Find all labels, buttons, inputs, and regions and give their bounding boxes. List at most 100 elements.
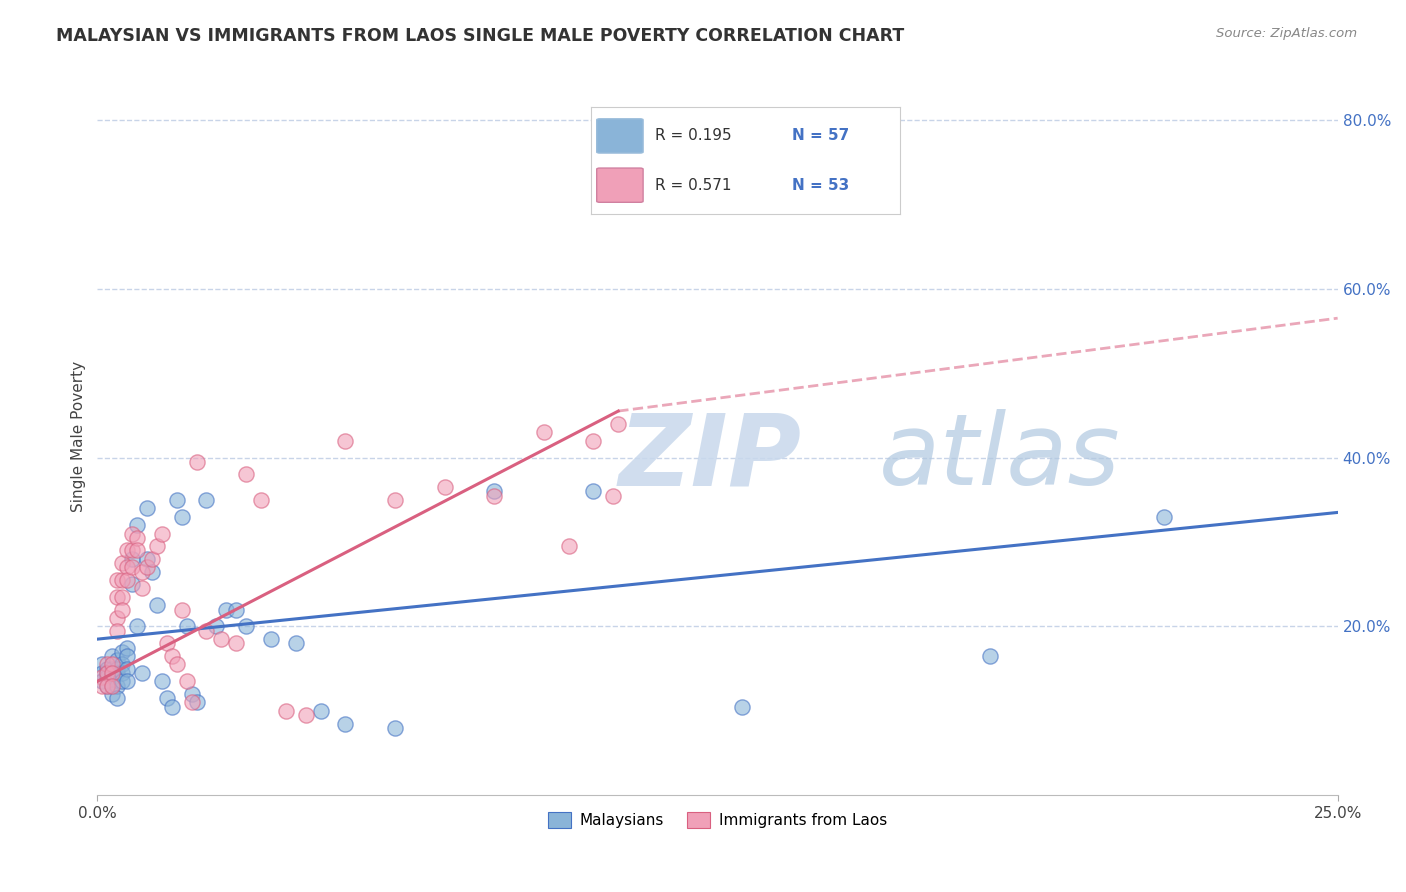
Point bbox=[274, 704, 297, 718]
Point bbox=[101, 665, 124, 680]
Point bbox=[101, 687, 124, 701]
Point bbox=[111, 590, 134, 604]
Point bbox=[101, 679, 124, 693]
Point bbox=[91, 674, 114, 689]
Point bbox=[121, 526, 143, 541]
Point bbox=[105, 611, 128, 625]
Point bbox=[96, 657, 118, 672]
Point bbox=[607, 417, 630, 431]
Point bbox=[111, 573, 134, 587]
Point bbox=[582, 484, 605, 499]
Point bbox=[115, 648, 138, 663]
Point bbox=[433, 480, 456, 494]
Point bbox=[146, 539, 169, 553]
Text: ZIP: ZIP bbox=[619, 409, 801, 507]
Point bbox=[96, 679, 118, 693]
Point bbox=[105, 624, 128, 638]
Point bbox=[176, 619, 198, 633]
Point bbox=[111, 645, 134, 659]
Point bbox=[101, 648, 124, 663]
Point bbox=[582, 434, 605, 448]
Point bbox=[136, 501, 159, 516]
Point bbox=[125, 518, 148, 533]
Point bbox=[156, 691, 179, 706]
Point bbox=[115, 560, 138, 574]
Point bbox=[91, 657, 114, 672]
Point bbox=[384, 492, 406, 507]
Point bbox=[205, 619, 228, 633]
Y-axis label: Single Male Poverty: Single Male Poverty bbox=[72, 361, 86, 512]
Text: R = 0.195: R = 0.195 bbox=[655, 128, 733, 144]
Text: atlas: atlas bbox=[879, 409, 1121, 507]
Point bbox=[284, 636, 307, 650]
Point bbox=[602, 489, 624, 503]
Point bbox=[105, 662, 128, 676]
Point bbox=[186, 455, 208, 469]
Point bbox=[335, 434, 357, 448]
Point bbox=[215, 602, 238, 616]
Point bbox=[1153, 509, 1175, 524]
Point bbox=[335, 716, 357, 731]
Point bbox=[111, 674, 134, 689]
Point bbox=[131, 565, 153, 579]
Point bbox=[979, 648, 1001, 663]
Point bbox=[294, 708, 316, 723]
Point bbox=[121, 543, 143, 558]
Point bbox=[136, 560, 159, 574]
Point bbox=[105, 665, 128, 680]
Point bbox=[121, 577, 143, 591]
Point bbox=[131, 665, 153, 680]
Point bbox=[170, 509, 193, 524]
Point bbox=[141, 552, 163, 566]
Point bbox=[141, 565, 163, 579]
Point bbox=[111, 602, 134, 616]
Point bbox=[101, 657, 124, 672]
Point bbox=[105, 691, 128, 706]
Point bbox=[96, 665, 118, 680]
Point bbox=[309, 704, 332, 718]
Point bbox=[115, 662, 138, 676]
Point bbox=[115, 573, 138, 587]
FancyBboxPatch shape bbox=[596, 119, 643, 153]
Point bbox=[96, 665, 118, 680]
Point bbox=[101, 662, 124, 676]
Point bbox=[125, 531, 148, 545]
Point bbox=[146, 599, 169, 613]
Point bbox=[180, 687, 202, 701]
Point bbox=[115, 543, 138, 558]
Point bbox=[105, 653, 128, 667]
Point bbox=[111, 556, 134, 570]
Point bbox=[160, 699, 183, 714]
Point bbox=[136, 552, 159, 566]
Point bbox=[170, 602, 193, 616]
Point bbox=[105, 679, 128, 693]
Point bbox=[105, 590, 128, 604]
Point bbox=[484, 489, 506, 503]
Point bbox=[125, 543, 148, 558]
Point bbox=[121, 552, 143, 566]
Point bbox=[195, 624, 218, 638]
Point bbox=[96, 670, 118, 684]
Point bbox=[225, 602, 247, 616]
Text: Source: ZipAtlas.com: Source: ZipAtlas.com bbox=[1216, 27, 1357, 40]
Point bbox=[166, 492, 188, 507]
Text: MALAYSIAN VS IMMIGRANTS FROM LAOS SINGLE MALE POVERTY CORRELATION CHART: MALAYSIAN VS IMMIGRANTS FROM LAOS SINGLE… bbox=[56, 27, 904, 45]
Point bbox=[125, 619, 148, 633]
Point bbox=[557, 539, 579, 553]
Point bbox=[235, 619, 257, 633]
Point bbox=[180, 696, 202, 710]
Point bbox=[101, 679, 124, 693]
Point bbox=[260, 632, 283, 647]
Point bbox=[91, 670, 114, 684]
Point bbox=[533, 425, 555, 440]
Point bbox=[235, 467, 257, 482]
Point bbox=[384, 721, 406, 735]
Text: N = 53: N = 53 bbox=[792, 178, 849, 193]
Text: R = 0.571: R = 0.571 bbox=[655, 178, 733, 193]
Point bbox=[115, 640, 138, 655]
Point bbox=[111, 665, 134, 680]
Point bbox=[105, 573, 128, 587]
Point bbox=[209, 632, 232, 647]
Point bbox=[115, 674, 138, 689]
Legend: Malaysians, Immigrants from Laos: Malaysians, Immigrants from Laos bbox=[541, 806, 893, 834]
